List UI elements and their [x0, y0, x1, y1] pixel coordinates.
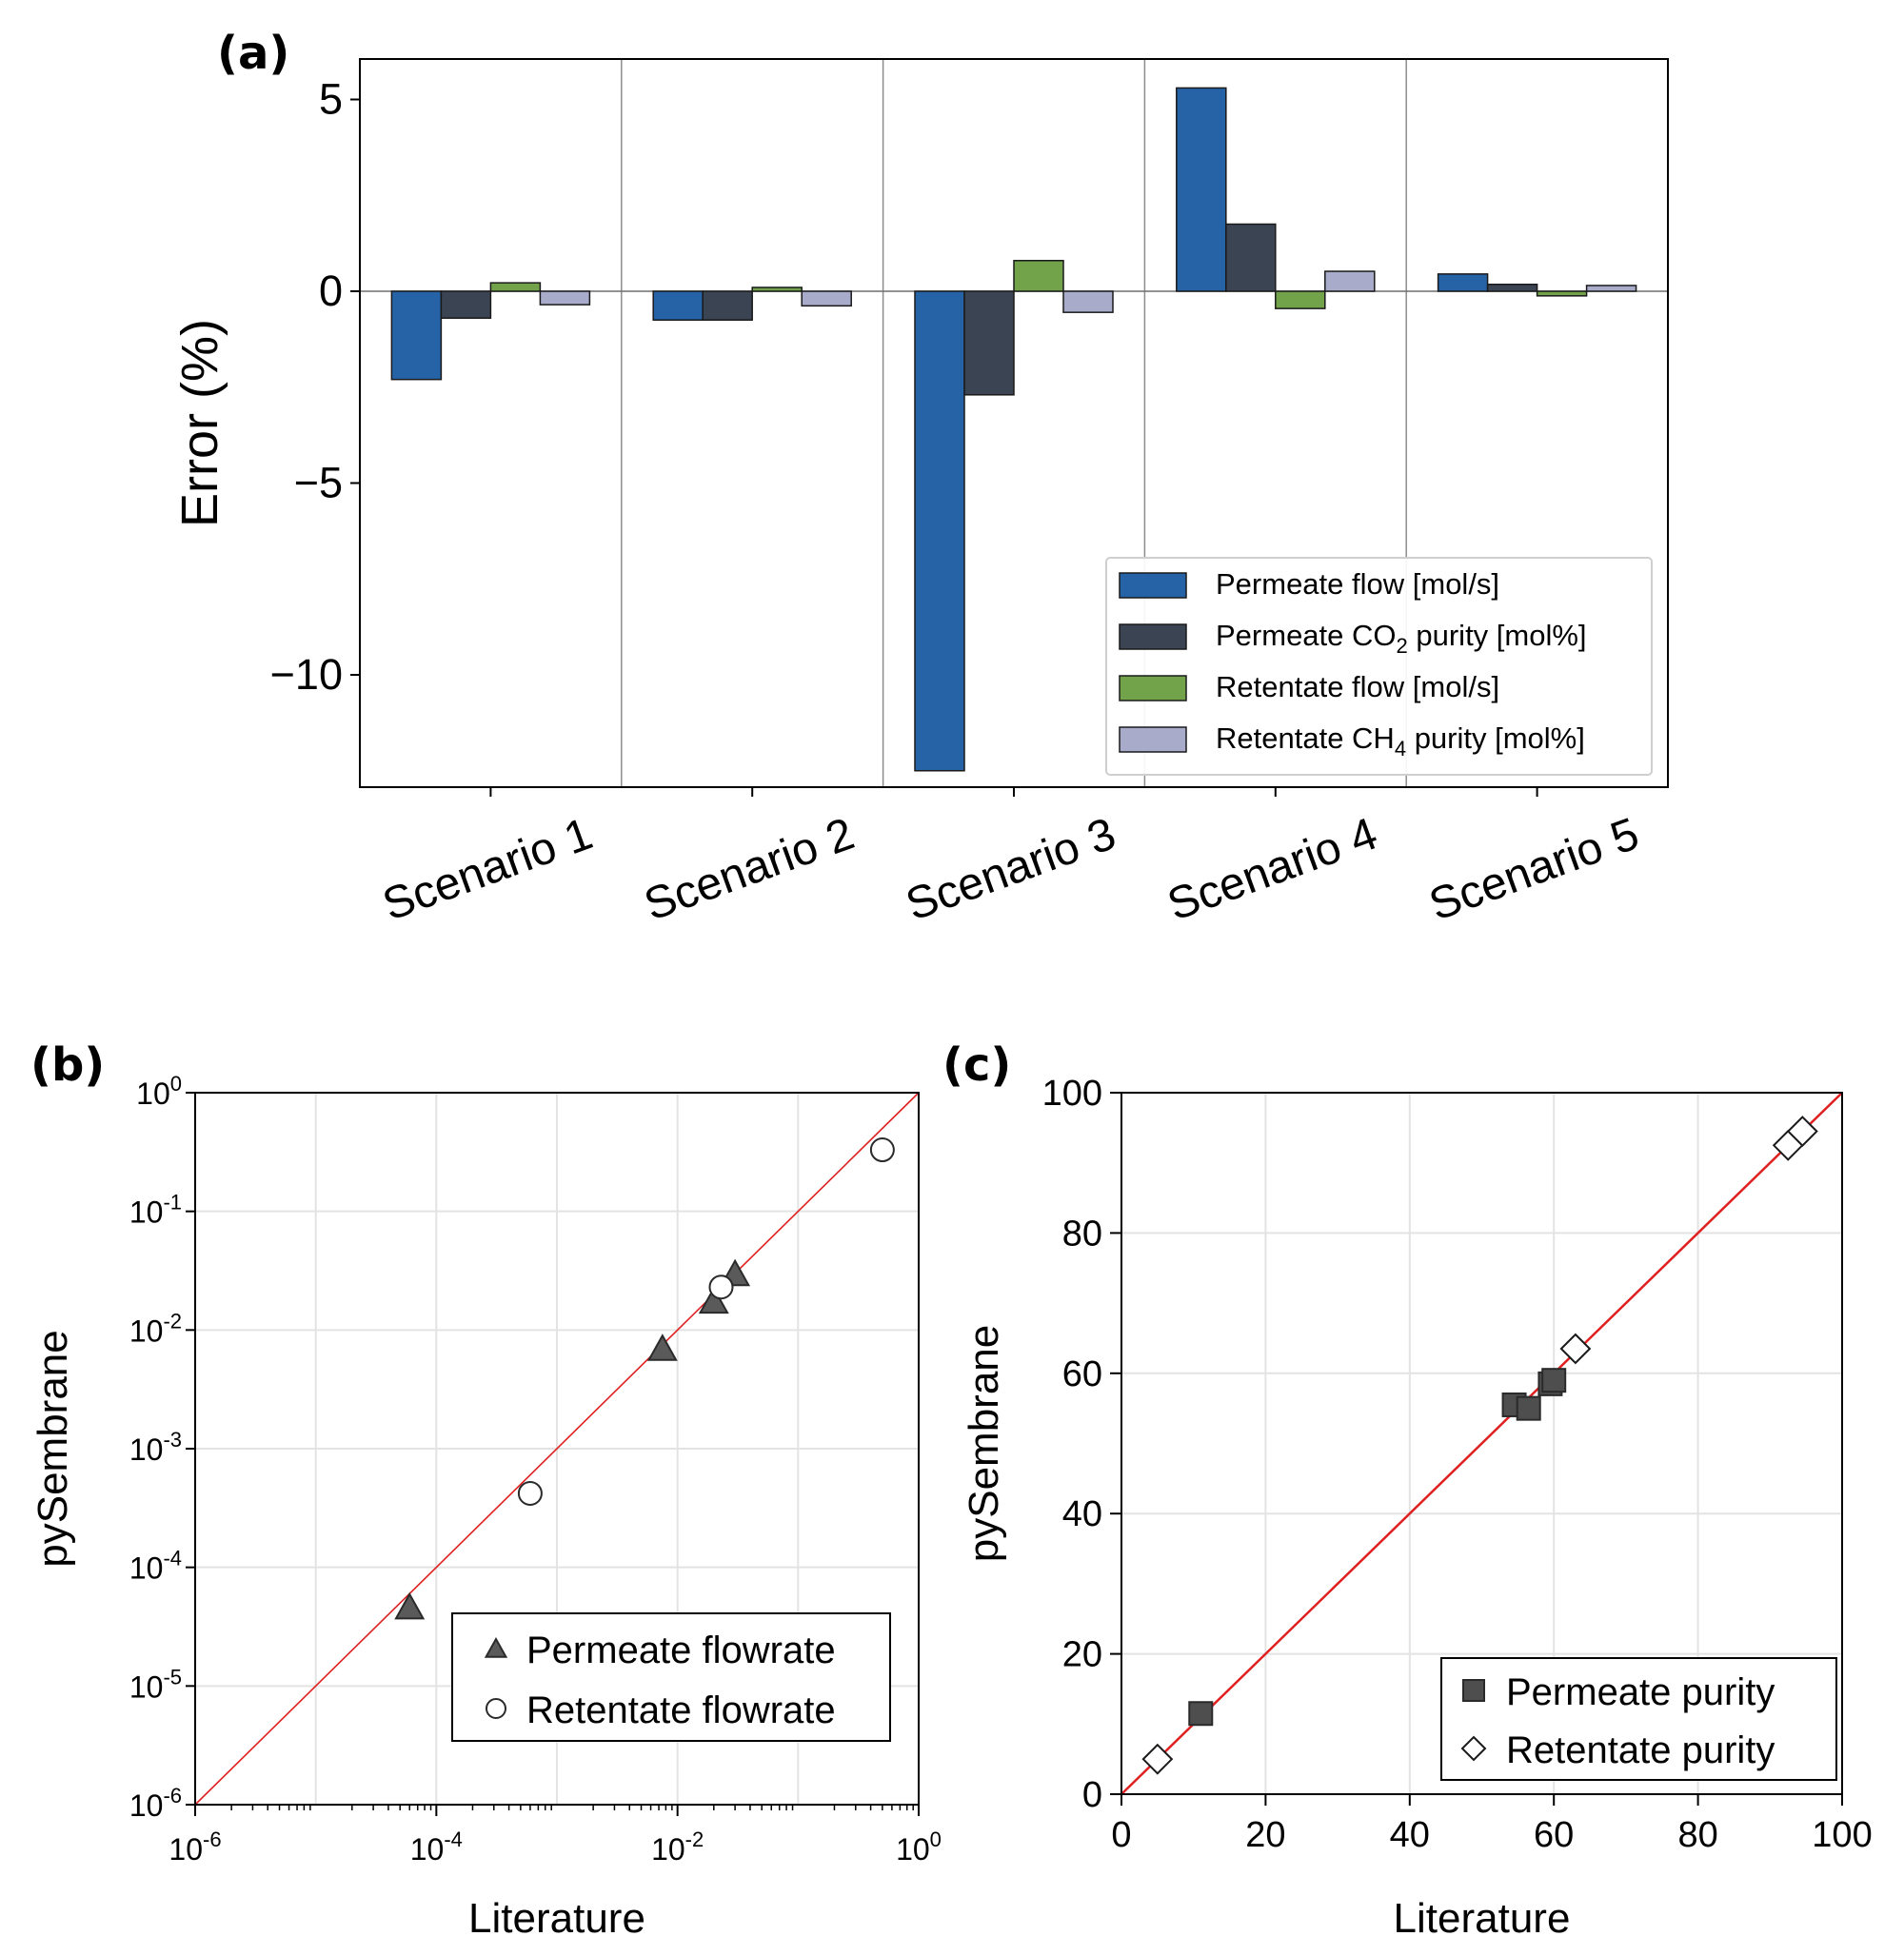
- data-point-permeate-flowrate: [698, 1286, 729, 1314]
- y-tick-label: 40: [1062, 1494, 1102, 1534]
- y-tick-label: 10-6: [129, 1784, 182, 1823]
- bar: [702, 290, 753, 321]
- axes-frame: [1121, 1092, 1843, 1795]
- y-tick-label: −10: [270, 650, 343, 699]
- x-tick-label: Scenario 4: [1161, 809, 1384, 931]
- reference-line: [194, 1092, 920, 1806]
- legend-label: Permeate CO2 purity [mol%]: [1216, 619, 1587, 658]
- legend-box: [1440, 1657, 1837, 1781]
- y-tick-label: 5: [319, 75, 343, 124]
- panel-label-a: (a): [217, 27, 289, 80]
- legend-marker: [484, 1636, 508, 1658]
- legend-label: Permeate flow [mol/s]: [1216, 567, 1499, 601]
- legend-swatch: [1119, 675, 1187, 701]
- y-axis-label: pySembrane: [30, 1330, 76, 1567]
- legend-swatch: [1119, 572, 1187, 599]
- x-tick-label: Scenario 1: [376, 809, 599, 931]
- x-tick-label: 100: [896, 1828, 942, 1867]
- y-tick-label: 80: [1062, 1214, 1102, 1254]
- data-point-permeate-purity: [1541, 1368, 1567, 1393]
- data-point-permeate-flowrate: [646, 1334, 678, 1361]
- bar: [1013, 260, 1064, 292]
- x-axis-label: Literature: [468, 1895, 645, 1942]
- y-tick-label: 60: [1062, 1354, 1102, 1394]
- y-tick-label: 10-3: [129, 1428, 182, 1467]
- legend-label: Permeate flowrate: [526, 1630, 836, 1671]
- bar: [1486, 283, 1538, 292]
- y-tick-label: 10-5: [129, 1665, 182, 1704]
- x-tick-label: 40: [1390, 1815, 1430, 1855]
- legend-box: [1105, 557, 1653, 776]
- bar: [1585, 285, 1637, 292]
- y-tick-label: 100: [136, 1072, 182, 1111]
- data-point-permeate-purity: [1188, 1701, 1214, 1727]
- x-tick-label: 10-2: [651, 1828, 704, 1867]
- bar: [1225, 223, 1277, 292]
- bar: [751, 286, 803, 292]
- legend-swatch: [1119, 623, 1187, 650]
- panel-a-bar-chart: 5 0 −5 −10 Scenario 1 Scenario 2 Scenario 3 Sce…: [171, 58, 1669, 931]
- y-tick-label: 20: [1062, 1635, 1102, 1675]
- x-tick-label: Scenario 5: [1423, 809, 1646, 931]
- y-tick-label: 10-2: [129, 1309, 182, 1348]
- bar: [390, 290, 443, 381]
- bar: [440, 290, 492, 319]
- legend-box: [451, 1612, 891, 1742]
- legend-label: Retentate flowrate: [526, 1689, 836, 1731]
- data-point-retentate-purity: [1559, 1333, 1592, 1365]
- bar: [652, 290, 704, 321]
- data-point-retentate-flowrate: [708, 1274, 734, 1300]
- x-tick-label: 20: [1245, 1815, 1285, 1855]
- reference-line: [1121, 1092, 1843, 1795]
- y-tick-label: 10-4: [129, 1547, 182, 1586]
- bar: [1275, 290, 1326, 309]
- x-tick-label: 100: [1812, 1815, 1872, 1855]
- data-point-permeate-purity: [1516, 1395, 1541, 1421]
- x-axis-label: Literature: [1394, 1895, 1571, 1942]
- legend-marker: [1462, 1679, 1485, 1702]
- x-tick-label: Scenario 2: [638, 809, 861, 931]
- x-tick-label: 60: [1534, 1815, 1574, 1855]
- legend-marker: [1460, 1735, 1487, 1762]
- bar: [1176, 87, 1227, 292]
- bar: [1324, 270, 1376, 292]
- legend-label: Retentate flow [mol/s]: [1216, 670, 1499, 703]
- bar: [1536, 290, 1588, 297]
- y-tick-label: −5: [294, 459, 343, 507]
- x-tick-label: 10-4: [410, 1828, 463, 1867]
- data-point-retentate-flowrate: [869, 1137, 895, 1163]
- y-axis-label: Error (%): [171, 319, 228, 527]
- panel-label-b: (b): [30, 1038, 105, 1092]
- bar: [801, 290, 852, 307]
- panel-label-c: (c): [942, 1038, 1011, 1092]
- legend-swatch: [1119, 726, 1187, 753]
- bar: [914, 290, 965, 772]
- legend-label: Permeate purity: [1506, 1671, 1775, 1713]
- x-tick-label: Scenario 3: [900, 809, 1122, 931]
- y-tick-label: 10-1: [129, 1191, 182, 1230]
- bar: [1062, 290, 1114, 313]
- y-tick-label: 0: [1082, 1775, 1102, 1815]
- y-axis-label: pySembrane: [961, 1325, 1007, 1562]
- legend-label: Retentate CH4 purity [mol%]: [1216, 721, 1585, 761]
- legend-marker: [486, 1698, 506, 1719]
- bar: [963, 290, 1015, 396]
- x-tick-label: 10-6: [169, 1828, 221, 1867]
- y-tick-label: 0: [319, 267, 343, 315]
- x-tick-label: 80: [1677, 1815, 1717, 1855]
- data-point-retentate-purity: [1786, 1116, 1818, 1147]
- data-point-retentate-purity: [1141, 1743, 1174, 1775]
- y-tick-label: 100: [1042, 1074, 1102, 1114]
- data-point-retentate-flowrate: [517, 1480, 543, 1506]
- bar: [539, 290, 591, 306]
- bar: [1437, 273, 1489, 292]
- x-tick-label: 0: [1111, 1815, 1131, 1855]
- data-point-permeate-flowrate: [394, 1591, 426, 1620]
- bar: [489, 282, 542, 292]
- panel-c-linear-scatter: 0 20 40 60 80 100 0 20 40 60 80 100 Literature pySemb…: [961, 1074, 1873, 1942]
- panel-b-log-scatter: 10-6 10-4 10-2 100 10-6 10-5 10-4 10-3 10-2 10-1 1…: [30, 1072, 942, 1942]
- legend-label: Retentate purity: [1506, 1729, 1775, 1771]
